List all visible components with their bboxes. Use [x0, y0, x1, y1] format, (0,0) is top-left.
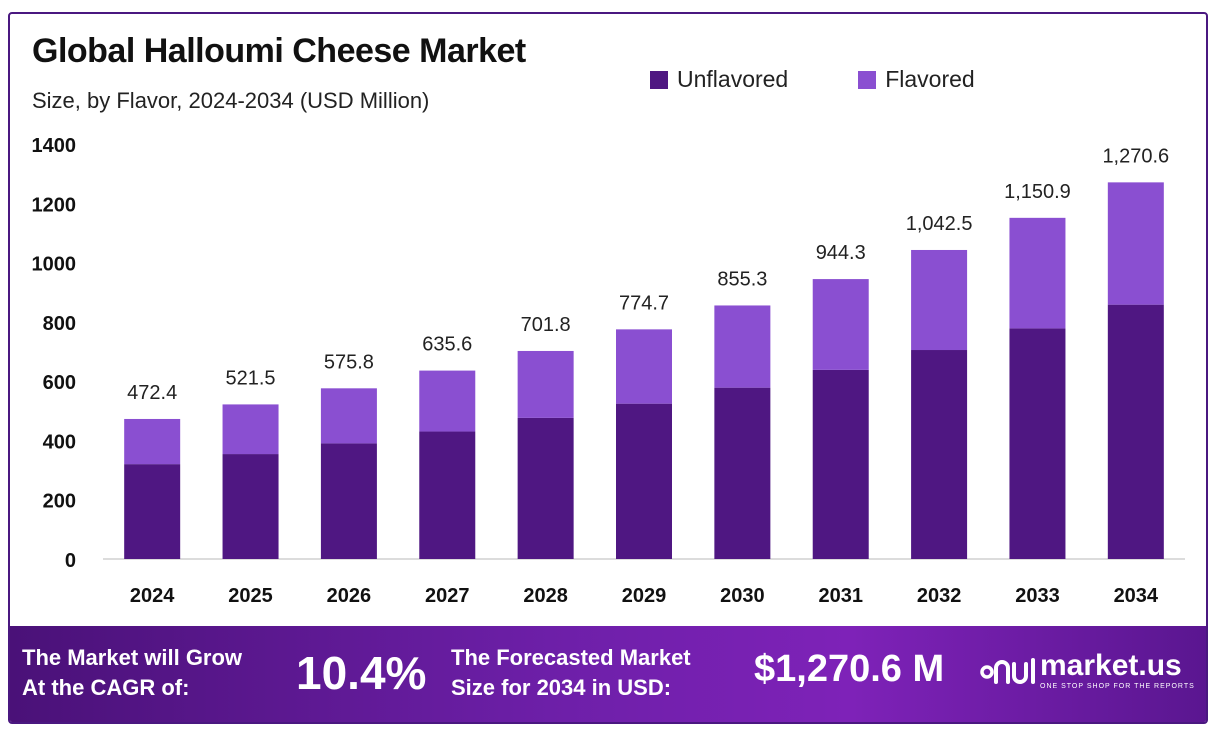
- cagr-label-line1: The Market will Grow: [22, 645, 243, 670]
- data-label-total-2030: 855.3: [717, 268, 767, 290]
- y-tick-label: 200: [43, 491, 76, 513]
- legend: Unflavored Flavored: [650, 66, 975, 93]
- data-label-total-2032: 1,042.5: [906, 213, 973, 235]
- y-tick-label: 600: [43, 372, 76, 394]
- x-tick-label-2029: 2029: [622, 585, 667, 607]
- y-tick-label: 1400: [32, 135, 77, 157]
- footer-banner: The Market will Grow At the CAGR of: 10.…: [10, 626, 1206, 722]
- x-tick-label-2031: 2031: [818, 585, 863, 607]
- legend-item-unflavored: Unflavored: [650, 66, 788, 93]
- bar-unflavored-2034: [1107, 304, 1164, 559]
- brand-block: market.us ONE STOP SHOP FOR THE REPORTS: [978, 648, 1195, 692]
- bar-unflavored-2029: [616, 403, 672, 559]
- legend-swatch-unflavored: [650, 70, 668, 89]
- y-tick-label: 800: [43, 313, 76, 335]
- x-tick-label-2026: 2026: [327, 585, 372, 607]
- data-label-total-2034: 1,270.6: [1102, 145, 1169, 167]
- brand-tagline: ONE STOP SHOP FOR THE REPORTS: [1040, 682, 1195, 690]
- data-label-total-2031: 944.3: [816, 242, 866, 264]
- data-label-total-2027: 635.6: [422, 334, 472, 356]
- bar-flavored-2028: [517, 350, 574, 418]
- chart-frame: Global Halloumi Cheese Market Size, by F…: [8, 12, 1208, 724]
- data-label-total-2026: 575.8: [324, 351, 374, 373]
- brand-text: market.us ONE STOP SHOP FOR THE REPORTS: [1040, 648, 1195, 690]
- bar-unflavored-2031: [812, 369, 869, 559]
- data-label-total-2024: 472.4: [127, 382, 177, 404]
- chart-title: Global Halloumi Cheese Market: [32, 32, 526, 70]
- forecast-label-line2: Size for 2034 in USD:: [451, 675, 672, 700]
- bar-flavored-2030: [714, 305, 771, 388]
- bar-flavored-2033: [1009, 217, 1066, 329]
- chart-subtitle: Size, by Flavor, 2024-2034 (USD Million): [32, 88, 430, 113]
- bar-flavored-2025: [222, 404, 279, 455]
- x-tick-label-2025: 2025: [228, 585, 273, 607]
- bar-unflavored-2026: [320, 443, 377, 559]
- data-label-total-2029: 774.7: [619, 292, 669, 314]
- bar-chart: 0 200 400 600 800 1000 1200 1400 472.4 2024 521.5 2…: [32, 135, 1185, 607]
- bar-unflavored-2032: [911, 350, 968, 559]
- y-tick-label: 1200: [32, 194, 77, 216]
- x-tick-label-2030: 2030: [720, 585, 765, 607]
- data-label-total-2028: 701.8: [521, 314, 571, 336]
- x-tick-label-2032: 2032: [917, 585, 962, 607]
- x-tick-label-2028: 2028: [523, 585, 568, 607]
- cagr-label: The Market will Grow At the CAGR of:: [22, 643, 242, 703]
- x-tick-label-2034: 2034: [1114, 585, 1159, 607]
- x-tick-label-2024: 2024: [130, 585, 175, 607]
- bar-flavored-2029: [616, 329, 672, 404]
- y-tick-label: 1000: [32, 254, 77, 276]
- forecast-value: $1,270.6 M: [754, 648, 945, 690]
- bar-flavored-2026: [320, 388, 377, 444]
- bar-unflavored-2030: [714, 387, 771, 559]
- x-tick-label-2033: 2033: [1015, 585, 1060, 607]
- brand-name: market.us: [1040, 648, 1182, 682]
- bar-flavored-2031: [812, 279, 869, 370]
- bar-unflavored-2027: [419, 431, 476, 559]
- cagr-value: 10.4%: [296, 647, 427, 699]
- bar-flavored-2024: [124, 418, 181, 465]
- data-label-total-2025: 521.5: [226, 367, 276, 389]
- forecast-label: The Forecasted Market Size for 2034 in U…: [451, 643, 691, 703]
- y-tick-label: 0: [65, 550, 76, 572]
- bar-flavored-2032: [911, 249, 968, 351]
- bar-unflavored-2033: [1009, 328, 1066, 559]
- legend-swatch-flavored: [858, 70, 877, 89]
- y-tick-label: 400: [43, 431, 76, 453]
- legend-item-flavored: Flavored: [858, 66, 975, 93]
- market-us-logo-icon: [980, 658, 1035, 684]
- x-tick-label-2027: 2027: [425, 585, 470, 607]
- forecast-label-line1: The Forecasted Market: [451, 645, 691, 670]
- bar-unflavored-2024: [124, 464, 181, 559]
- bar-unflavored-2028: [517, 417, 574, 559]
- bar-unflavored-2025: [222, 454, 279, 559]
- cagr-label-line2: At the CAGR of:: [22, 675, 190, 700]
- legend-label-unflavored: Unflavored: [677, 66, 789, 92]
- data-label-total-2033: 1,150.9: [1004, 181, 1071, 203]
- bar-flavored-2027: [419, 370, 476, 432]
- bar-flavored-2034: [1107, 182, 1164, 305]
- legend-label-flavored: Flavored: [885, 66, 975, 92]
